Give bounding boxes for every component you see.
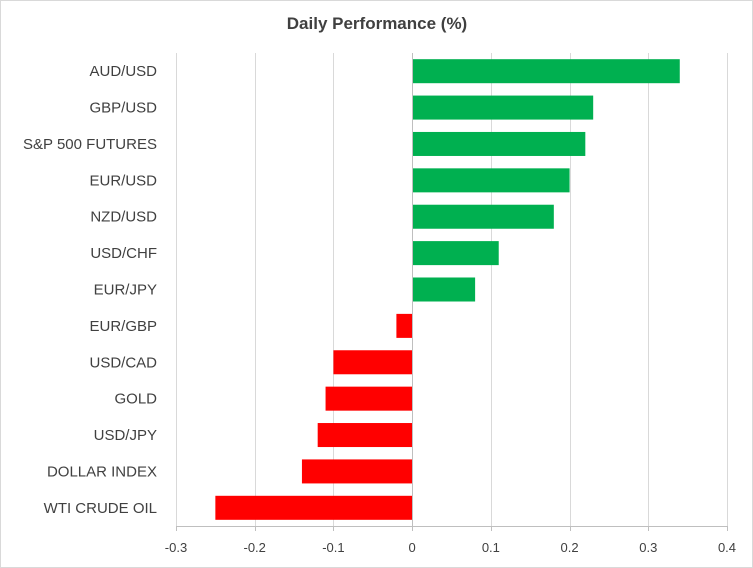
category-label: AUD/USD <box>89 63 157 80</box>
bar <box>301 459 413 484</box>
category-label: EUR/USD <box>89 172 157 189</box>
category-label: EUR/GBP <box>89 318 157 335</box>
chart-title: Daily Performance (%) <box>287 14 467 33</box>
category-label: USD/JPY <box>94 427 157 444</box>
axes <box>176 53 728 531</box>
x-tick-label: 0.1 <box>482 540 500 555</box>
x-tick-label: 0 <box>409 540 416 555</box>
bar <box>412 131 586 156</box>
bar <box>396 313 413 338</box>
x-tick-label: 0.3 <box>639 540 657 555</box>
gridlines <box>176 53 728 526</box>
category-label: NZD/USD <box>90 209 157 226</box>
bar <box>412 59 680 84</box>
category-label: EUR/JPY <box>94 282 157 299</box>
x-tick-label: 0.4 <box>718 540 736 555</box>
bar <box>333 350 413 375</box>
x-tick-label: -0.1 <box>322 540 344 555</box>
x-tick-label: -0.3 <box>165 540 187 555</box>
bar <box>317 423 413 448</box>
bars <box>215 59 680 520</box>
bar <box>412 241 499 266</box>
bar <box>412 277 476 302</box>
bar <box>412 204 554 229</box>
bar <box>412 95 594 120</box>
category-labels: AUD/USD GBP/USD S&P 500 FUTURES EUR/USD NZD/… <box>23 63 157 517</box>
category-label: USD/CHF <box>90 245 157 262</box>
x-tick-labels: -0.3 -0.2 -0.1 0 0.1 0.2 0.3 0.4 <box>165 540 736 555</box>
category-label: WTI CRUDE OIL <box>44 500 157 517</box>
x-tick-label: -0.2 <box>244 540 266 555</box>
bar <box>215 495 413 520</box>
bar <box>412 168 570 193</box>
category-label: DOLLAR INDEX <box>47 463 157 480</box>
bar <box>325 386 413 411</box>
category-label: GBP/USD <box>89 100 157 117</box>
category-label: USD/CAD <box>89 354 157 371</box>
category-label: GOLD <box>114 391 157 408</box>
x-tick-label: 0.2 <box>561 540 579 555</box>
category-label: S&P 500 FUTURES <box>23 136 157 153</box>
